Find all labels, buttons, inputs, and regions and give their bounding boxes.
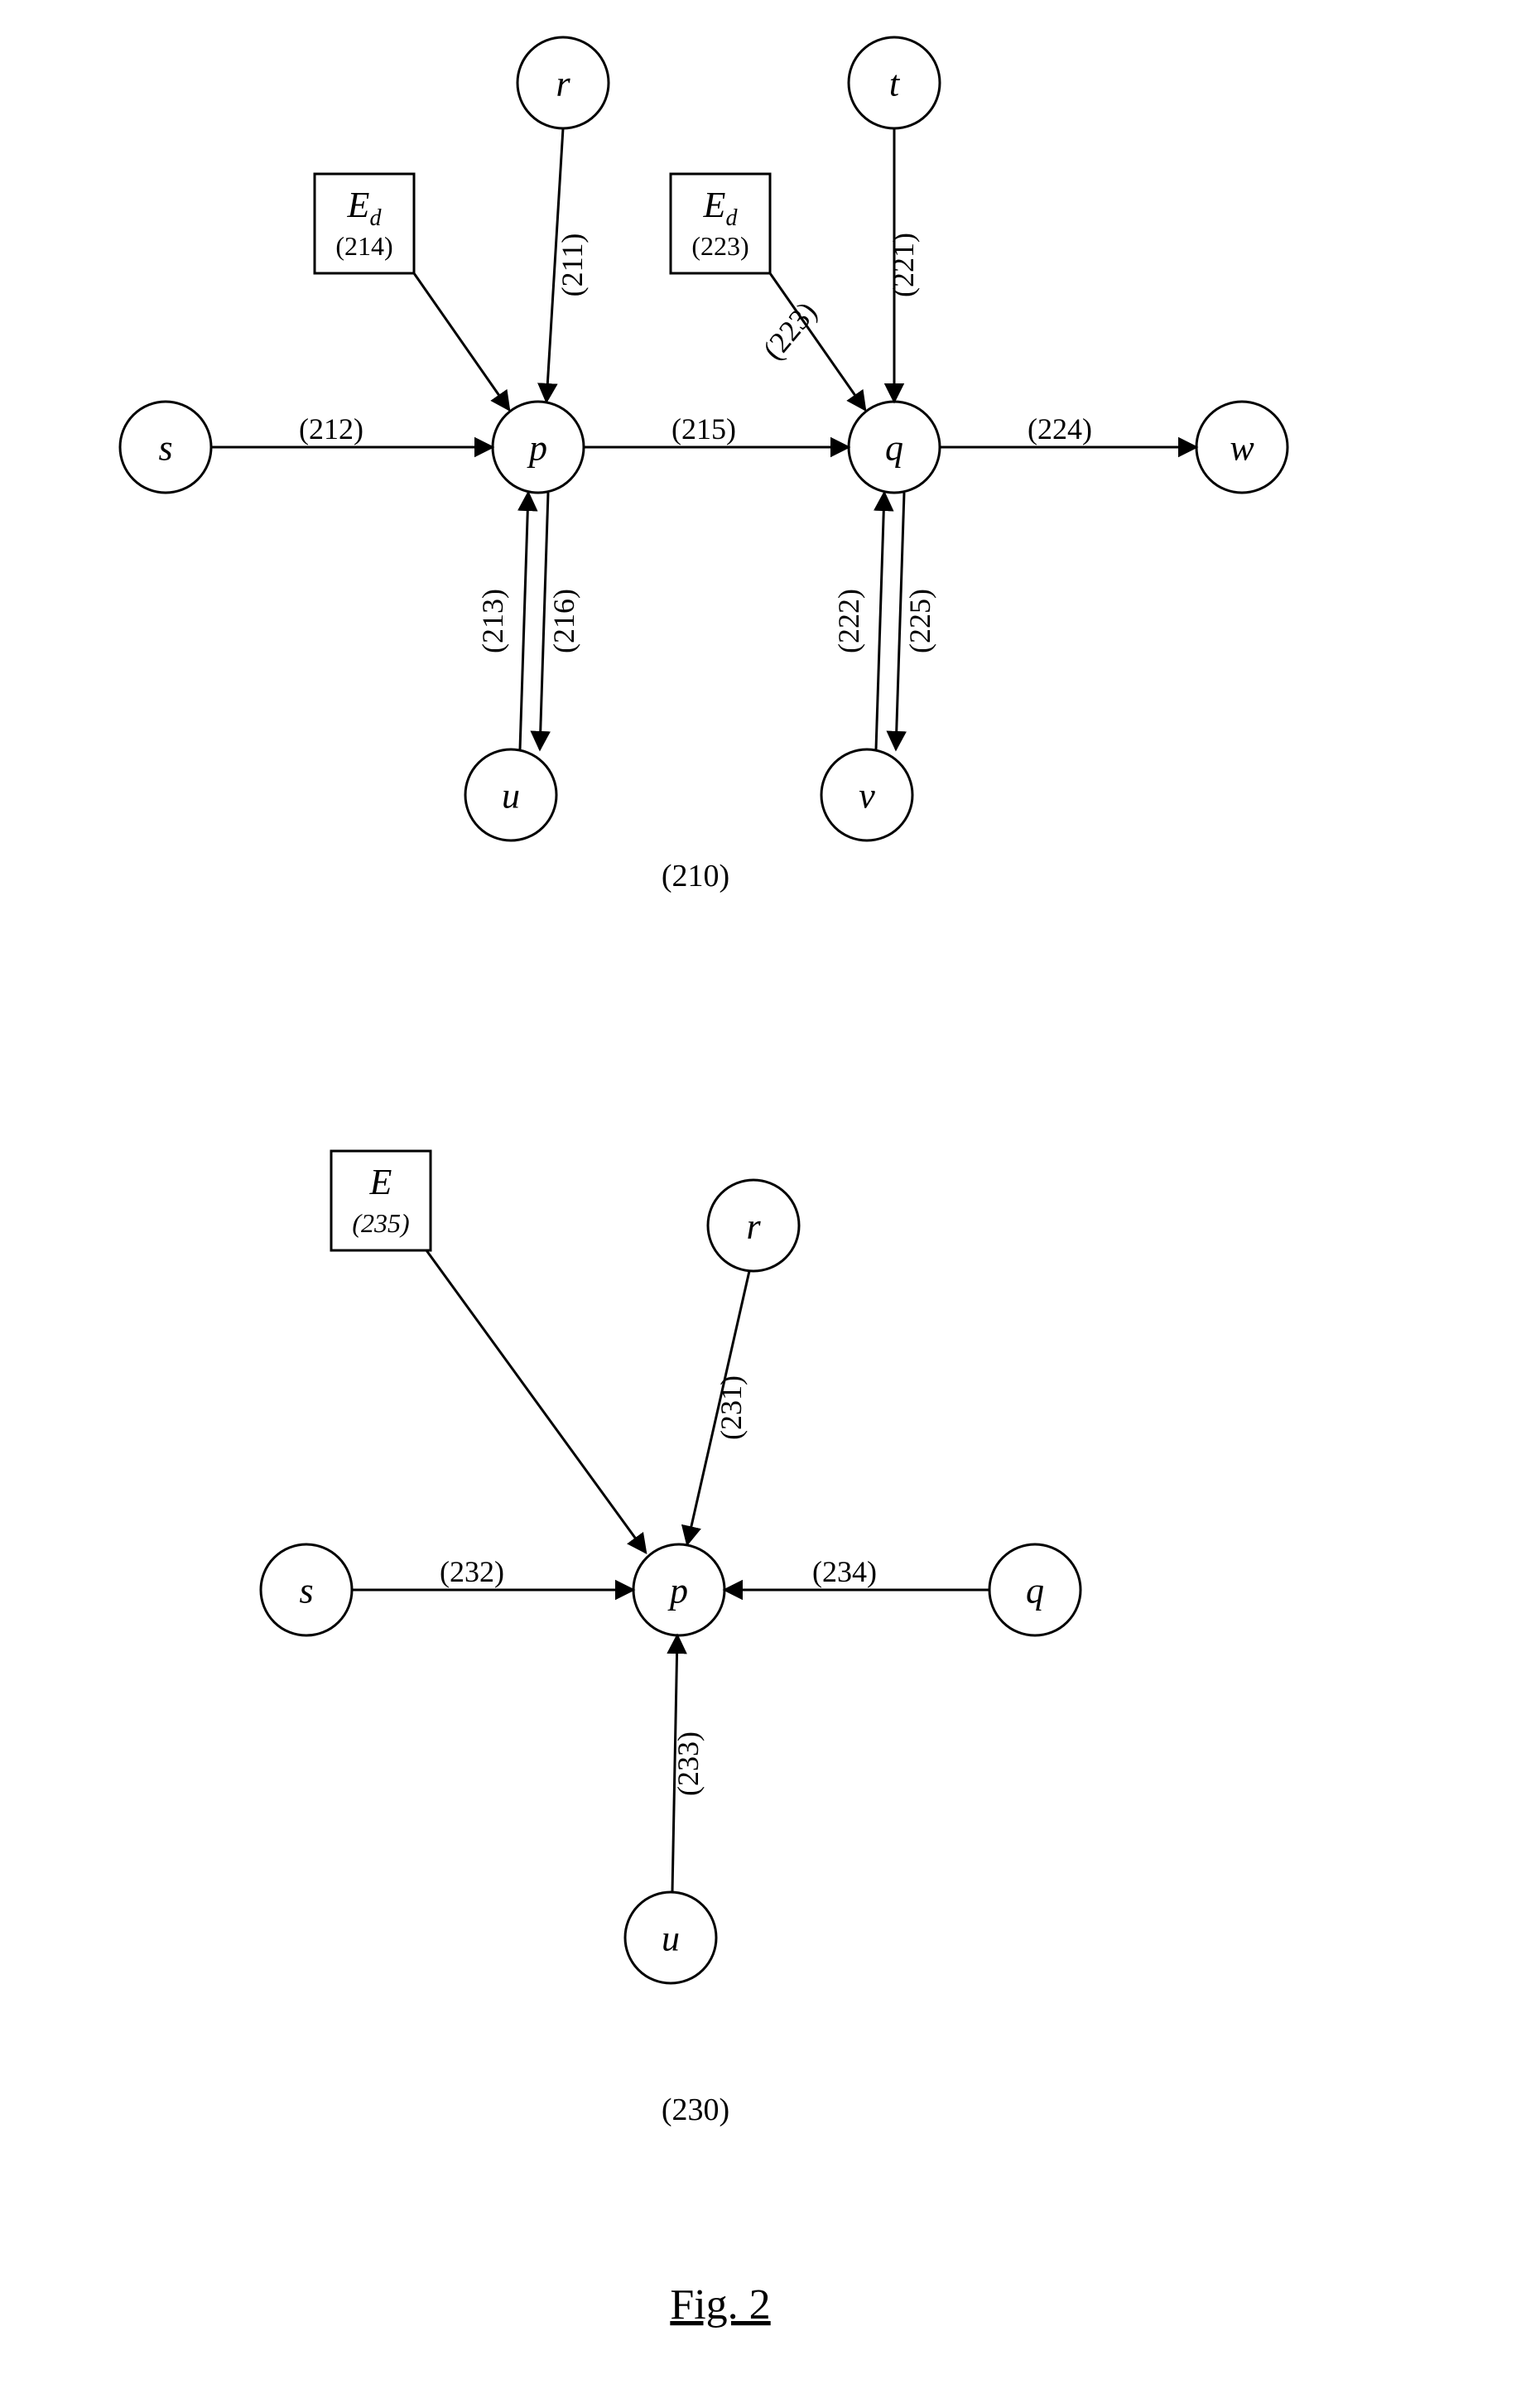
edge: (234) bbox=[724, 1555, 989, 1590]
node-u: u bbox=[465, 749, 556, 840]
edge: (222) bbox=[832, 493, 884, 749]
box-sublabel: (214) bbox=[335, 231, 392, 261]
edge: (221) bbox=[887, 128, 920, 402]
edge: (213) bbox=[476, 493, 528, 749]
edge-label: (215) bbox=[671, 412, 736, 445]
edge: (216) bbox=[540, 493, 580, 749]
edge-label: (223) bbox=[756, 296, 823, 366]
node-q: q bbox=[849, 402, 940, 493]
node-t: t bbox=[849, 37, 940, 128]
node-v: v bbox=[821, 749, 912, 840]
edge-label: (213) bbox=[476, 589, 509, 653]
node-label: s bbox=[299, 1570, 313, 1611]
node-w: w bbox=[1196, 402, 1288, 493]
edge bbox=[426, 1250, 646, 1553]
diagram: (231) (232) (233) (234) E (235) r s p q u (230) bbox=[261, 1151, 1081, 2127]
edge: (231) bbox=[687, 1271, 749, 1544]
node-u: u bbox=[625, 1892, 716, 1983]
node-label: w bbox=[1230, 427, 1254, 468]
edge-label: (234) bbox=[812, 1555, 877, 1588]
edge-label: (222) bbox=[832, 589, 865, 653]
edge-label: (216) bbox=[547, 589, 580, 653]
node-label: r bbox=[556, 63, 570, 104]
node-label: p bbox=[527, 427, 547, 468]
node-label: v bbox=[859, 775, 875, 816]
edge: (232) bbox=[352, 1555, 633, 1590]
box-label: Ed bbox=[703, 185, 739, 231]
node-ed2: Ed(223) bbox=[671, 174, 770, 273]
node-p: p bbox=[493, 402, 584, 493]
edge-label: (224) bbox=[1028, 412, 1092, 445]
box-label: E bbox=[369, 1162, 392, 1202]
edge-label: (225) bbox=[903, 589, 936, 653]
node-label: q bbox=[885, 427, 903, 468]
edge: (223) bbox=[756, 273, 865, 410]
node-label: s bbox=[158, 427, 172, 468]
diagram: (211) (212) (213) (215) (216) (221) (222) (223)… bbox=[120, 37, 1288, 893]
node-ed1: Ed(214) bbox=[315, 174, 414, 273]
box-sublabel: (235) bbox=[352, 1208, 409, 1238]
node-label: p bbox=[667, 1570, 688, 1611]
edge-label: (231) bbox=[715, 1375, 748, 1440]
edge bbox=[414, 273, 509, 410]
node-label: u bbox=[662, 1918, 680, 1958]
edge: (233) bbox=[671, 1635, 705, 1892]
diagram-caption: (230) bbox=[662, 2093, 729, 2127]
node-label: u bbox=[502, 775, 520, 816]
node-r: r bbox=[517, 37, 609, 128]
node-label: t bbox=[889, 63, 901, 104]
edge: (224) bbox=[940, 412, 1196, 447]
node-label: q bbox=[1026, 1570, 1044, 1611]
node-q: q bbox=[989, 1544, 1081, 1635]
diagram-container: (211) (212) (213) (215) (216) (221) (222) (223)… bbox=[0, 0, 1521, 2408]
edge-label: (221) bbox=[887, 233, 920, 297]
figure-label: Fig. 2 bbox=[670, 2281, 770, 2329]
box-label: Ed bbox=[347, 185, 383, 231]
edge: (211) bbox=[546, 128, 589, 402]
diagram-caption: (210) bbox=[662, 859, 729, 893]
edge-label: (232) bbox=[440, 1555, 504, 1588]
node-label: r bbox=[746, 1206, 761, 1246]
edge-label: (212) bbox=[299, 412, 363, 445]
node-s: s bbox=[120, 402, 211, 493]
edge: (215) bbox=[584, 412, 849, 447]
node-e: E (235) bbox=[331, 1151, 431, 1250]
edge: (212) bbox=[211, 412, 493, 447]
node-s: s bbox=[261, 1544, 352, 1635]
node-r: r bbox=[708, 1180, 799, 1271]
edge-label: (233) bbox=[671, 1731, 705, 1796]
node-p: p bbox=[633, 1544, 724, 1635]
svg-text:Fig. 2: Fig. 2 bbox=[670, 2281, 770, 2329]
box-sublabel: (223) bbox=[691, 231, 748, 261]
edge: (225) bbox=[896, 493, 936, 749]
edge-label: (211) bbox=[556, 234, 589, 297]
